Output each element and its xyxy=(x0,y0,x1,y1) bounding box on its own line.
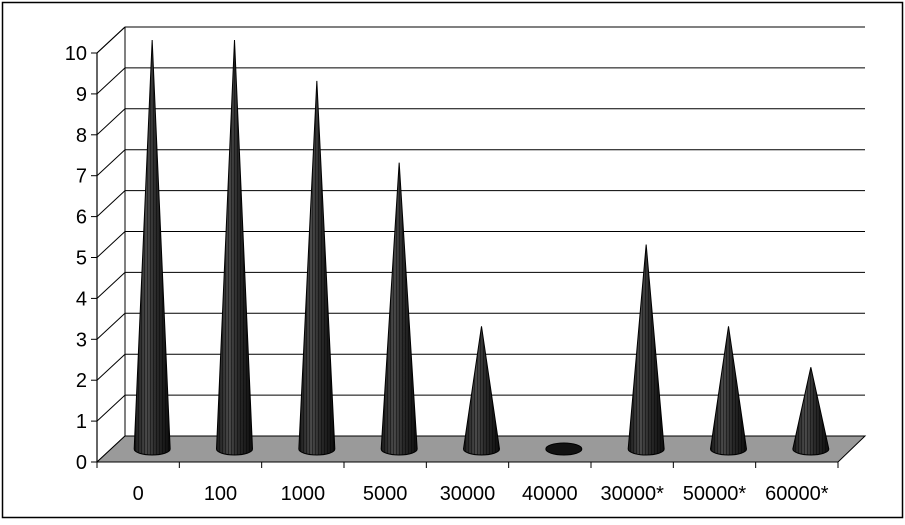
gridline-diagonal xyxy=(96,190,126,217)
y-tick-label: 1 xyxy=(76,411,87,433)
x-tick-label: 5000 xyxy=(363,483,408,505)
x-tick-label: 30000 xyxy=(440,483,496,505)
gridline-diagonal xyxy=(96,394,126,422)
cone-texture xyxy=(628,244,665,455)
cone-mark xyxy=(627,244,665,456)
y-tick-label: 5 xyxy=(76,248,87,270)
cone-mark xyxy=(709,326,748,456)
cone-mark xyxy=(298,80,336,456)
top-diagonal xyxy=(96,26,126,54)
y-tick-label: 6 xyxy=(76,207,87,229)
y-axis-ticks: 0 1 2 3 4 5 6 7 8 9 10 xyxy=(65,43,87,474)
y-tick-label: 3 xyxy=(76,329,87,351)
x-tick-label: 40000 xyxy=(522,483,578,505)
cone-texture xyxy=(381,162,418,455)
cone-mark xyxy=(215,39,254,456)
gridline-diagonal xyxy=(96,231,126,258)
x-tick-label: 1000 xyxy=(281,483,326,505)
x-axis-ticks: 0 100 1000 5000 30000 40000 30000* 50000* 60000* xyxy=(133,483,829,505)
gridline-diagonal xyxy=(96,67,126,95)
cone-texture xyxy=(134,40,171,455)
cone-texture xyxy=(216,40,253,455)
cone-series xyxy=(133,39,830,456)
x-tick-label: 50000* xyxy=(683,483,747,505)
axes xyxy=(91,26,839,468)
cone-texture xyxy=(710,326,747,455)
y-tick-label: 8 xyxy=(76,125,87,147)
y-tick-label: 10 xyxy=(65,43,87,65)
x-tick-label: 60000* xyxy=(765,483,829,505)
cone-texture xyxy=(463,326,500,455)
y-tick-label: 9 xyxy=(76,84,87,106)
y-tick-label: 0 xyxy=(76,452,87,474)
cone-mark xyxy=(380,162,418,456)
y-tick-label: 2 xyxy=(76,370,87,392)
gridline-diagonal xyxy=(96,272,126,299)
y-tick-label: 7 xyxy=(76,166,87,188)
cone-mark xyxy=(545,442,583,456)
gridline-diagonal xyxy=(96,353,126,381)
x-tick-label: 30000* xyxy=(600,483,664,505)
cone-mark xyxy=(792,367,830,456)
cone-texture xyxy=(792,367,829,455)
y-tick-label: 4 xyxy=(76,288,87,310)
cone-base xyxy=(545,442,583,456)
cone-mark xyxy=(133,39,171,456)
gridline-diagonal xyxy=(96,108,126,136)
gridline-diagonal xyxy=(96,149,126,177)
cone-texture xyxy=(298,80,335,456)
x-tick-label: 0 xyxy=(133,483,144,505)
gridline-diagonal xyxy=(96,312,126,340)
cone-mark xyxy=(462,326,501,456)
x-tick-label: 100 xyxy=(204,483,237,505)
